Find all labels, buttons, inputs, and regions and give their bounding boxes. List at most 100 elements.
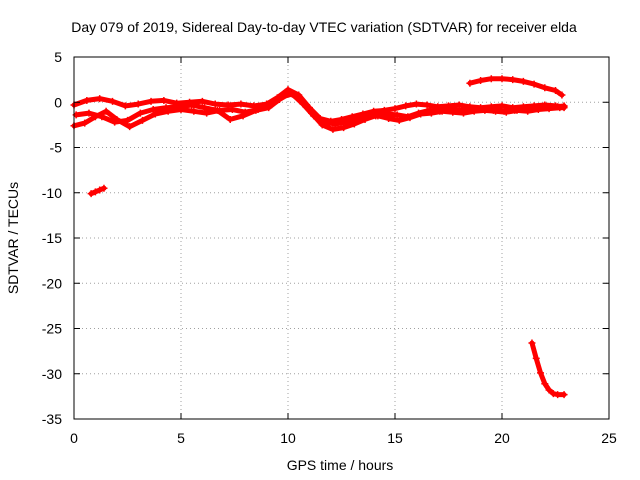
data-point <box>331 120 339 128</box>
y-tick-label: 5 <box>54 49 62 65</box>
data-point <box>228 105 236 113</box>
data-point <box>134 100 142 108</box>
series-line <box>467 76 565 98</box>
data-point <box>136 109 144 117</box>
data-point <box>310 112 318 120</box>
series-trace-4 <box>466 75 566 99</box>
x-tick-label: 0 <box>70 430 78 446</box>
data-point <box>487 75 495 83</box>
data-point <box>190 107 198 115</box>
x-tick-label: 20 <box>494 430 510 446</box>
data-point <box>370 107 378 115</box>
data-point <box>81 119 89 127</box>
data-point <box>267 99 275 107</box>
x-tick-label: 10 <box>280 430 296 446</box>
data-point <box>374 112 382 120</box>
data-point <box>329 125 337 133</box>
y-tick-label: -30 <box>42 366 62 382</box>
data-point <box>502 108 510 116</box>
data-point <box>554 391 562 399</box>
y-tick-label: -10 <box>42 185 62 201</box>
data-point <box>203 109 211 117</box>
data-point <box>109 97 117 105</box>
y-tick-label: 0 <box>54 94 62 110</box>
data-point <box>498 102 506 110</box>
data-point <box>481 106 489 114</box>
x-axis-label: GPS time / hours <box>287 457 394 473</box>
data-point <box>519 77 527 85</box>
data-point <box>149 105 157 113</box>
data-point <box>363 113 371 121</box>
series-trace-5 <box>87 184 108 198</box>
data-point <box>85 109 93 117</box>
data-point <box>545 105 553 113</box>
data-point <box>459 109 467 117</box>
y-axis-label: SDTVAR / TECUs <box>5 182 21 294</box>
data-point <box>423 101 431 109</box>
data-point <box>560 391 568 399</box>
data-point <box>537 369 545 377</box>
data-point <box>102 107 110 115</box>
y-tick-label: -20 <box>42 275 62 291</box>
series-trace-3 <box>70 90 568 131</box>
data-point <box>492 107 500 115</box>
data-point <box>254 105 262 113</box>
y-tick-label: -15 <box>42 230 62 246</box>
data-point <box>391 105 399 113</box>
data-series <box>70 75 568 399</box>
data-point <box>241 108 249 116</box>
data-point <box>177 105 185 113</box>
data-point <box>121 102 129 110</box>
data-point <box>534 105 542 113</box>
data-point <box>477 77 485 85</box>
x-tick-label: 5 <box>177 430 185 446</box>
data-point <box>530 80 538 88</box>
data-point <box>449 108 457 116</box>
data-point <box>406 114 414 122</box>
data-point <box>552 86 559 94</box>
x-tick-label: 15 <box>387 430 403 446</box>
series-trace-6 <box>528 339 568 399</box>
series-line <box>88 185 107 197</box>
data-point <box>532 354 540 362</box>
data-point <box>498 75 506 83</box>
data-point <box>513 106 521 114</box>
x-tick-label: 25 <box>601 430 617 446</box>
data-point <box>113 115 121 123</box>
data-point <box>340 124 348 132</box>
data-point <box>96 95 104 103</box>
data-point <box>560 104 568 112</box>
data-point <box>198 97 206 105</box>
data-point <box>509 76 517 84</box>
data-point <box>188 101 196 109</box>
data-point <box>211 100 219 108</box>
data-point <box>470 107 478 115</box>
data-point <box>427 109 435 117</box>
data-point <box>160 96 168 104</box>
data-point <box>438 107 446 115</box>
data-point <box>402 102 410 110</box>
data-point <box>466 79 474 87</box>
data-point <box>216 106 224 114</box>
data-point <box>201 104 209 112</box>
data-point <box>147 97 155 105</box>
y-tick-label: -5 <box>50 140 63 156</box>
data-point <box>100 184 108 192</box>
data-point <box>352 115 360 123</box>
data-point <box>385 115 393 123</box>
y-tick-label: -35 <box>42 411 62 427</box>
chart-title: Day 079 of 2019, Sidereal Day-to-day VTE… <box>71 19 577 35</box>
data-point <box>91 113 99 121</box>
data-point <box>278 93 286 101</box>
data-point <box>87 190 95 198</box>
data-point <box>549 390 557 398</box>
data-point <box>541 380 549 388</box>
data-point <box>558 91 566 99</box>
data-point <box>395 116 403 124</box>
data-point <box>412 100 420 108</box>
data-point <box>226 115 234 123</box>
data-point <box>545 386 553 394</box>
axis-ticks: 0 5 10 15 20 25 5 0 -5 -10 -15 -20 -25 -30 -35 <box>42 49 617 446</box>
data-point <box>417 110 425 118</box>
